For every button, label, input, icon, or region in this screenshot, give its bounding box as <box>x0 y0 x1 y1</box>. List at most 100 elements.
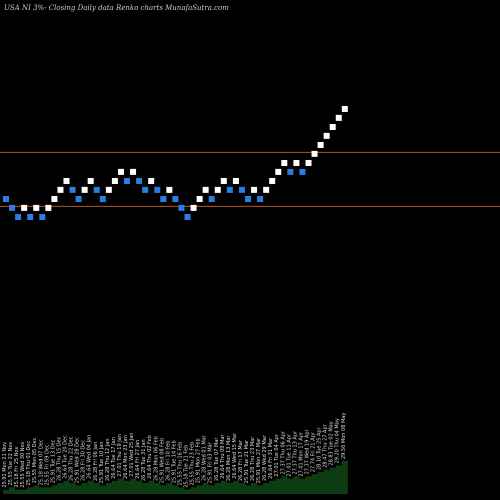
date-label-53: 28.10 Tue 25 Apr <box>317 426 323 470</box>
date-label-33: 25.91 Mon 27 Feb <box>196 438 202 483</box>
date-label-37: 26.64 Thu 09 Mar <box>220 434 226 479</box>
date-label-39: 26.64 Wed 15 Mar <box>232 432 238 479</box>
renko-brick-32 <box>190 204 197 211</box>
date-label-47: 27.37 Thu 06 Apr <box>280 430 286 474</box>
date-label-2: 25.55 Tue 22 Nov <box>8 442 14 486</box>
renko-brick-28 <box>166 186 173 193</box>
renko-brick-6 <box>33 204 40 211</box>
renko-brick-41 <box>245 195 251 202</box>
renko-brick-18 <box>105 186 112 193</box>
renko-brick-26 <box>154 186 161 193</box>
renko-brick-3 <box>15 214 22 220</box>
renko-brick-5 <box>27 214 34 220</box>
renko-brick-35 <box>208 195 215 202</box>
date-label-57: 29.56 Mon 08 May <box>341 413 347 459</box>
renko-brick-43 <box>257 195 264 202</box>
date-label-1: 25.91 Mon 21 Nov <box>2 442 8 488</box>
renko-brick-25 <box>148 177 155 184</box>
renko-brick-12 <box>69 186 76 193</box>
date-label-31: 25.18 Tue 21 Feb <box>184 445 190 488</box>
renko-brick-39 <box>232 177 239 184</box>
date-label-4: 25.55 Wed 30 Nov <box>20 441 26 487</box>
renko-brick-19 <box>111 177 118 184</box>
renko-brick-11 <box>63 177 70 184</box>
date-label-41: 25.91 Tue 21 Mar <box>244 439 250 483</box>
renko-brick-34 <box>202 186 209 193</box>
date-label-42: 26.28 Thu 23 Mar <box>250 436 256 481</box>
date-label-43: 25.91 Mon 27 Mar <box>256 437 262 483</box>
date-label-56: 29.20 Thu 04 May <box>335 418 341 463</box>
date-label-23: 26.64 Fri 27 Jan <box>135 440 141 479</box>
renko-brick-33 <box>196 195 203 202</box>
date-label-55: 28.83 Tue 02 May <box>329 421 335 465</box>
renko-brick-17 <box>99 195 106 202</box>
date-label-52: 27.74 Fri 21 Apr <box>311 431 317 472</box>
renko-brick-23 <box>136 177 143 184</box>
renko-brick-36 <box>214 186 221 193</box>
date-label-36: 26.28 Tue 07 Mar <box>214 437 220 481</box>
date-label-18: 26.28 Thu 12 Jan <box>105 438 111 481</box>
date-label-46: 27.01 Tue 04 Apr <box>274 433 280 477</box>
date-label-26: 26.28 Mon 06 Feb <box>153 436 159 481</box>
date-label-17: 25.91 Tue 10 Jan <box>99 441 105 483</box>
renko-brick-42 <box>251 186 258 193</box>
renko-brick-21 <box>124 177 130 184</box>
date-label-5: 25.18 Thu 01 Dec <box>26 441 32 486</box>
date-label-28: 26.28 Fri 10 Feb <box>165 441 171 481</box>
date-label-7: 25.18 Wed 07 Dec <box>38 439 44 485</box>
date-label-48: 27.01 Tue 11 Apr <box>286 433 292 477</box>
renko-brick-13 <box>75 195 82 202</box>
renko-brick-47 <box>281 159 288 166</box>
date-label-54: 28.47 Thu 27 Apr <box>323 423 329 467</box>
renko-brick-48 <box>287 168 294 175</box>
date-label-21: 26.64 Mon 23 Jan <box>123 435 129 479</box>
date-label-38: 26.28 Mon 13 Mar <box>226 435 232 481</box>
renko-brick-14 <box>81 186 88 193</box>
renko-brick-15 <box>87 177 94 184</box>
date-label-30: 25.55 Thu 16 Feb <box>177 442 183 486</box>
date-label-11: 26.64 Tue 20 Dec <box>63 435 69 479</box>
renko-brick-53 <box>317 141 324 148</box>
renko-brick-7 <box>39 214 46 220</box>
renko-brick-57 <box>341 105 348 112</box>
date-label-9: 25.91 Tue 13 Dec <box>50 439 56 483</box>
date-label-10: 26.28 Thu 15 Dec <box>56 436 62 481</box>
renko-brick-54 <box>323 132 330 139</box>
date-label-15: 26.64 Wed 04 Jan <box>87 435 93 479</box>
renko-brick-45 <box>269 177 276 184</box>
date-label-50: 27.01 Mon 17 Apr <box>298 431 304 477</box>
renko-brick-49 <box>293 159 300 166</box>
date-label-27: 25.91 Wed 08 Feb <box>159 438 165 483</box>
date-label-32: 25.55 Thu 23 Feb <box>190 442 196 486</box>
renko-brick-38 <box>226 186 233 193</box>
date-label-12: 26.28 Thu 22 Dec <box>69 436 75 481</box>
renko-brick-4 <box>21 204 28 211</box>
date-label-22: 27.01 Wed 25 Jan <box>129 433 135 477</box>
renko-brick-27 <box>160 195 167 202</box>
renko-brick-24 <box>142 186 149 193</box>
renko-brick-52 <box>311 150 318 157</box>
renko-brick-29 <box>172 195 179 202</box>
renko-brick-16 <box>93 186 100 193</box>
renko-brick-30 <box>178 204 185 211</box>
date-label-40: 26.28 Fri 17 Mar <box>238 439 244 481</box>
date-label-29: 25.91 Tue 14 Feb <box>171 440 177 483</box>
renko-brick-51 <box>305 159 312 166</box>
renko-brick-10 <box>57 186 64 193</box>
date-label-34: 26.28 Wed 01 Mar <box>202 434 208 481</box>
date-label-45: 26.64 Fri 31 Mar <box>268 437 274 479</box>
date-label-35: 25.91 Fri 03 Mar <box>208 441 214 483</box>
renko-brick-46 <box>275 168 282 175</box>
date-label-3: 25.18 Fri 25 Nov <box>14 446 20 487</box>
date-label-8: 25.55 Fri 09 Dec <box>44 444 50 485</box>
date-label-44: 26.28 Wed 29 Mar <box>262 434 268 481</box>
chart-title: USA NI 3%- Closing Daily data Renko char… <box>4 4 229 12</box>
date-label-13: 25.91 Wed 28 Dec <box>75 437 81 483</box>
renko-brick-2 <box>9 204 16 211</box>
date-label-49: 27.37 Thu 13 Apr <box>292 430 298 474</box>
renko-brick-40 <box>238 186 245 193</box>
date-label-14: 26.28 Fri 30 Dec <box>81 440 87 481</box>
renko-brick-20 <box>117 168 124 175</box>
